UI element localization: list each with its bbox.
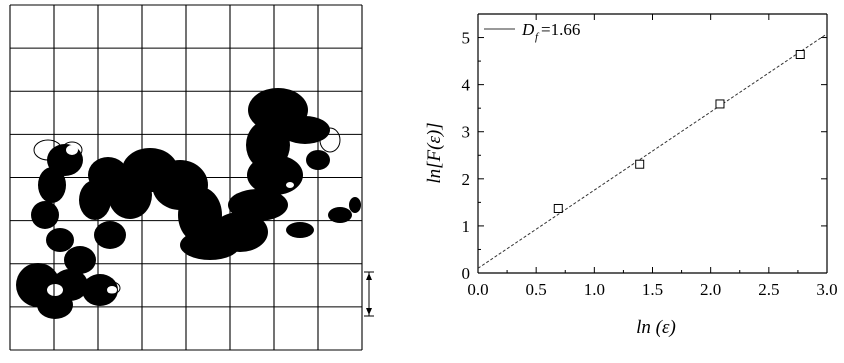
y-axis-label: ln[F(ε)] [424, 122, 445, 183]
x-tick-label: 1.0 [584, 280, 605, 299]
fractal-aggregate [16, 88, 361, 319]
y-tick-label: 5 [462, 29, 471, 48]
y-tick-label: 0 [462, 264, 471, 283]
x-tick-label: 2.5 [758, 280, 779, 299]
legend-label-main: D [521, 20, 535, 39]
data-point-marker [553, 203, 563, 213]
x-tick-label: 1.5 [642, 280, 663, 299]
x-tick-label: 3.0 [816, 280, 837, 299]
counting-grid [9, 4, 363, 351]
data-point-marker [715, 99, 725, 109]
y-tick-label: 3 [462, 123, 471, 142]
legend-label-value: =1.66 [541, 20, 580, 39]
box-size-marker: ε [364, 271, 393, 317]
x-tick-label: 0.0 [467, 280, 488, 299]
data-point-marker [635, 159, 645, 169]
box-counting-panel: ε [0, 0, 393, 358]
y-tick-label: 2 [462, 170, 471, 189]
x-ticks: 0.0 0.5 1.0 1.5 2.0 2.5 3.0 [467, 14, 838, 299]
plot-area: 0.0 0.5 1.0 1.5 2.0 2.5 3.0 0 1 2 3 4 5 D f =1.66 l… [424, 13, 838, 338]
data-points [553, 49, 805, 213]
x-tick-label: 0.5 [526, 280, 547, 299]
x-tick-label: 2.0 [700, 280, 721, 299]
y-tick-label: 1 [462, 217, 471, 236]
box-size-symbol: ε [376, 291, 380, 298]
legend-label-sub: f [535, 31, 540, 43]
x-axis-label: ln (ε) [636, 317, 676, 338]
y-tick-label: 4 [462, 76, 471, 95]
fractal-dimension-plot: 0.0 0.5 1.0 1.5 2.0 2.5 3.0 0 1 2 3 4 5 D f =1.66 l… [420, 0, 844, 358]
axes [477, 13, 828, 274]
data-point-marker [795, 49, 805, 59]
fit-line [477, 33, 828, 269]
legend: D f =1.66 [484, 20, 580, 43]
box-counting-image: ε [9, 4, 393, 351]
y-ticks: 0 1 2 3 4 5 [462, 29, 827, 283]
